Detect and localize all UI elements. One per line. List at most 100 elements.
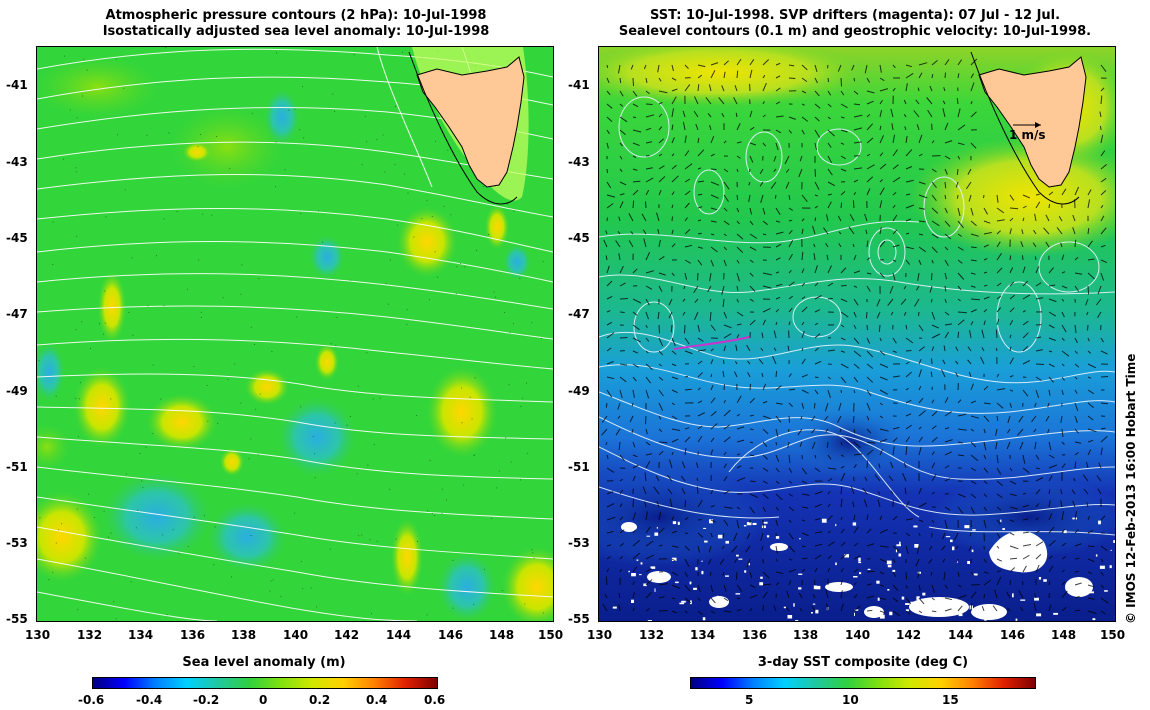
velocity-arrow [645,141,653,144]
velocity-arrow [734,360,738,365]
velocity-arrow [1087,228,1090,235]
velocity-arrow [735,571,738,580]
velocity-arrow [645,350,649,354]
velocity-arrow [996,493,1003,499]
velocity-arrow [788,545,796,553]
velocity-arrow [749,414,754,417]
speckle-dot [493,291,495,293]
speckle-dot [512,323,514,325]
velocity-arrow [879,545,889,548]
velocity-arrow [710,135,715,144]
velocity-arrow [697,372,703,378]
velocity-arrow [619,516,624,521]
left-title-line2: Isostatically adjusted sea level anomaly… [102,24,490,39]
speckle-dot [108,536,110,538]
velocity-arrow [957,155,961,160]
velocity-arrow [905,436,911,443]
velocity-arrow [775,220,781,223]
cloud-pixel [1043,579,1047,582]
velocity-arrow [905,204,915,209]
sst-map[interactable]: 1 m/s [598,46,1116,622]
velocity-arrow [866,514,869,521]
speckle-dot [124,189,126,191]
sea-level-anomaly-map[interactable] [36,46,554,622]
velocity-arrow [773,168,777,173]
velocity-arrow [840,116,845,119]
velocity-arrow [918,532,921,537]
velocity-arrow [1087,571,1092,575]
speckle-dot [357,385,359,387]
velocity-arrow [1074,528,1079,534]
velocity-arrow [671,164,677,170]
velocity-arrow [775,506,779,511]
velocity-arrow [968,545,972,552]
speckle-dot [452,607,454,609]
velocity-arrow [788,558,793,561]
velocity-arrow [606,467,615,473]
velocity-arrow [645,285,653,290]
velocity-arrow [879,363,889,368]
velocity-arrow [929,85,933,92]
velocity-arrow [762,74,766,79]
velocity-arrow [658,101,663,105]
speckle-dot [104,290,106,292]
velocity-arrow [853,464,857,469]
velocity-arrow [775,283,783,287]
velocity-arrow [944,506,951,511]
velocity-arrow [1048,540,1056,547]
velocity-arrow [903,462,907,469]
cloud-pixel [1089,591,1094,594]
velocity-arrow [1022,345,1029,352]
velocity-scale: 1 m/s [1009,122,1046,142]
cloud-pixel [787,615,793,619]
velocity-arrow [957,605,963,612]
cloud-pixel [835,562,837,566]
velocity-arrow [632,581,635,586]
velocity-arrow [619,454,625,462]
velocity-arrow [918,369,922,378]
velocity-arrow [731,545,738,553]
velocity-arrow [710,181,720,186]
speckle-dot [461,387,463,389]
velocity-arrow [1096,298,1102,306]
velocity-arrow [866,350,874,358]
velocity-arrow [983,296,990,300]
speckle-dot [329,548,331,550]
velocity-arrow [866,240,869,248]
velocity-arrow [749,298,754,302]
velocity-arrow [1100,95,1103,105]
velocity-arrow [965,181,972,190]
velocity-arrow [707,285,712,293]
velocity-arrow [668,298,673,306]
speckle-dot [314,453,316,455]
velocity-arrow [775,441,778,446]
velocity-arrow [1061,511,1065,521]
velocity-arrow [970,82,975,92]
velocity-arrow [814,454,817,459]
velocity-arrow [684,436,691,443]
velocity-arrow [1074,511,1077,521]
velocity-arrow [866,153,871,157]
velocity-arrow [1022,320,1029,326]
velocity-arrow [970,506,975,514]
velocity-arrow [877,499,881,508]
velocity-arrow [864,213,868,222]
speckle-dot [77,609,79,611]
velocity-arrow [615,428,621,436]
velocity-arrow [631,402,634,407]
speckle-dot [241,264,243,266]
colorbar-tick: 0.4 [366,693,388,707]
velocity-arrow [905,571,908,580]
velocity-arrow [853,350,862,357]
velocity-arrow [618,441,621,450]
velocity-arrow [1009,493,1017,497]
velocity-arrow [801,568,806,573]
velocity-arrow [866,595,875,599]
velocity-arrow [684,448,687,456]
speckle-dot [376,540,378,542]
velocity-arrow [697,532,704,538]
velocity-arrow [697,259,703,266]
velocity-arrow [787,345,790,352]
velocity-arrow [606,310,611,313]
velocity-arrow [903,114,907,118]
